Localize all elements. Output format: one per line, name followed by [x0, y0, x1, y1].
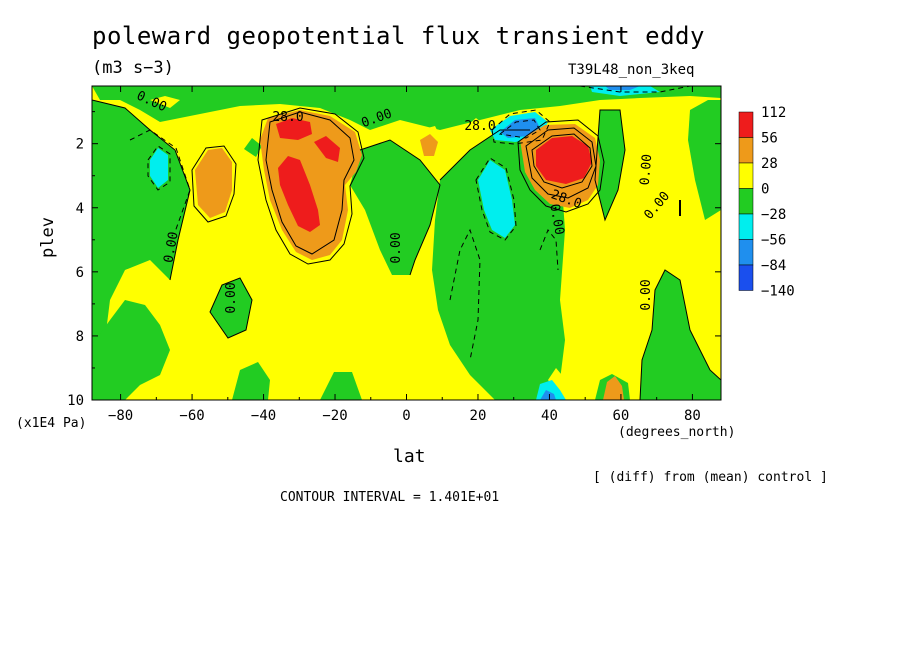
- legend-swatch: [738, 137, 754, 164]
- max-positive-region: [536, 136, 592, 184]
- contour-value-label: 0.00: [389, 232, 404, 263]
- x-tick-label: 80: [684, 408, 701, 424]
- color-legend: 112 56 28 0 −28 −56 −84 −140: [738, 105, 795, 300]
- y-tick-label: 10: [67, 393, 84, 409]
- legend-swatch: [738, 213, 754, 240]
- x-axis: −80 −60 −40 −20 0 20 40 60 80: [108, 86, 701, 424]
- contour-value-label: 28.0: [464, 119, 495, 134]
- x-tick-label: 40: [541, 408, 558, 424]
- diff-note: [ (diff) from (mean) control ]: [593, 470, 828, 485]
- negative-region: [320, 372, 362, 400]
- y-axis: 2 4 6 8 10: [67, 111, 721, 409]
- negative-region: [232, 362, 270, 400]
- plot-area: [92, 86, 721, 400]
- positive-region: [548, 368, 566, 396]
- legend-swatch: [738, 188, 754, 215]
- run-label: T39L48_non_3keq: [568, 62, 695, 78]
- negative-contour-lines: [129, 86, 691, 361]
- contour-value-label: 0.00: [161, 231, 181, 264]
- legend-label: 56: [761, 131, 778, 147]
- negative-region: [432, 130, 565, 400]
- negative-region: [244, 138, 262, 157]
- max-positive-region: [278, 156, 320, 232]
- strong-negative-region: [605, 86, 640, 90]
- y-tick-label: 6: [76, 265, 84, 281]
- negative-region: [640, 270, 721, 400]
- legend-label: −56: [761, 233, 786, 249]
- x-tick-label: −40: [251, 408, 276, 424]
- y-tick-label: 4: [76, 201, 84, 217]
- x-tick-label: −20: [322, 408, 347, 424]
- legend-label: 0: [761, 182, 769, 198]
- y-axis-units: (x1E4 Pa): [16, 416, 87, 431]
- chart-title: poleward geopotential flux transient edd…: [92, 22, 705, 50]
- x-tick-label: 20: [470, 408, 487, 424]
- positive-region: [462, 118, 488, 142]
- legend-swatch: [738, 264, 754, 291]
- strong-negative-region: [590, 86, 660, 96]
- negative-region: [350, 140, 440, 275]
- x-tick-label: 0: [402, 408, 410, 424]
- contour-lines: [92, 99, 721, 400]
- negative-region: [92, 300, 170, 400]
- positive-region: [150, 96, 180, 108]
- legend-label: −28: [761, 207, 786, 223]
- contour-value-label: 0.00: [638, 153, 656, 186]
- chart-units: (m3 s−3): [92, 58, 174, 78]
- strong-negative-region: [540, 390, 556, 400]
- y-tick-label: 2: [76, 137, 84, 153]
- negative-region: [688, 100, 721, 220]
- legend-label: −84: [761, 258, 786, 274]
- high-positive-region: [195, 148, 232, 218]
- legend-label: 112: [761, 105, 786, 121]
- max-positive-region: [276, 118, 312, 140]
- strong-negative-region: [478, 160, 515, 238]
- contour-interval: CONTOUR INTERVAL = 1.401E+01: [280, 490, 500, 505]
- negative-region: [210, 278, 252, 338]
- contour-value-label: 0.00: [224, 282, 239, 313]
- contour-value-label: 0.00: [639, 279, 654, 310]
- legend-swatch: [738, 162, 754, 189]
- x-axis-units: (degrees_north): [618, 425, 736, 440]
- negative-region: [595, 110, 625, 220]
- negative-region: [92, 86, 721, 130]
- contour-value-label: 0.00: [546, 203, 566, 236]
- legend-swatch: [738, 111, 754, 138]
- high-positive-region: [603, 376, 624, 400]
- y-tick-label: 8: [76, 329, 84, 345]
- x-tick-label: −80: [108, 408, 133, 424]
- legend-label: 28: [761, 156, 778, 172]
- high-positive-region: [420, 134, 438, 156]
- x-tick-label: −60: [179, 408, 204, 424]
- legend-label: −140: [761, 284, 795, 300]
- strong-negative-region: [150, 148, 168, 188]
- x-axis-label: lat: [393, 446, 426, 467]
- legend-swatch: [738, 239, 754, 266]
- max-positive-region: [314, 136, 340, 162]
- contour-value-label: 28.0: [272, 110, 303, 125]
- x-tick-label: 60: [613, 408, 630, 424]
